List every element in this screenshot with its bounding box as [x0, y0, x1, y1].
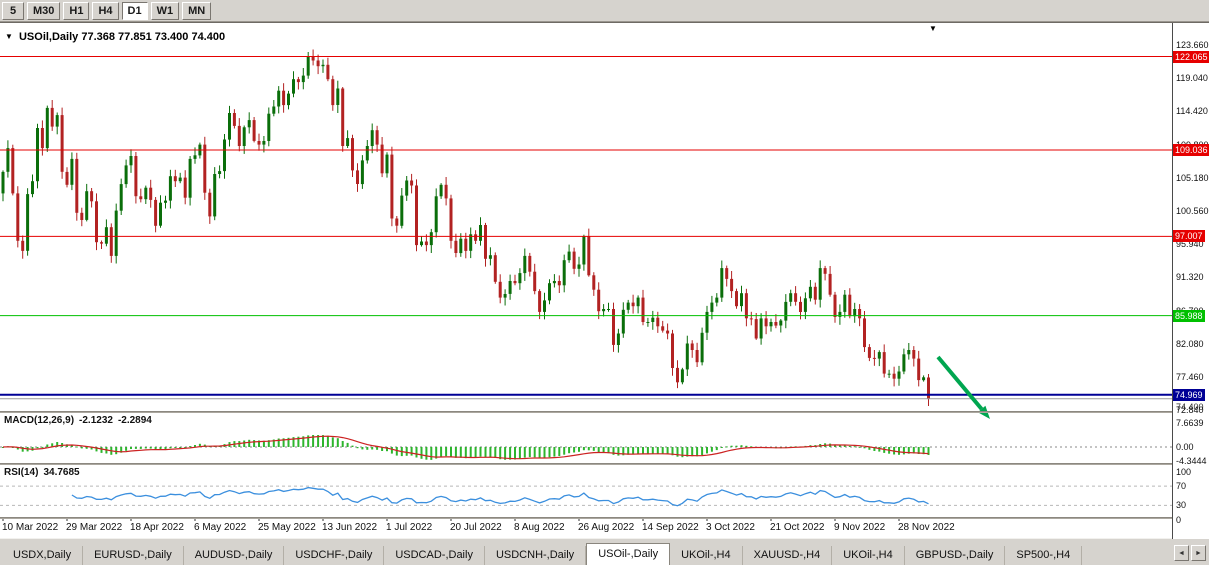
- date-axis-label: 20 Jul 2022: [449, 522, 502, 533]
- rsi-line: [71, 486, 929, 507]
- timeframe-button-5[interactable]: 5: [2, 1, 24, 20]
- price-axis-label: 123.660: [1176, 40, 1209, 50]
- chart-shift-marker-icon: ▼: [929, 24, 937, 33]
- macd-value-signal: -2.2894: [117, 415, 152, 426]
- price-axis-label: 100.560: [1176, 205, 1209, 216]
- current-price-label: 74.400: [1176, 402, 1204, 412]
- price-axis-label: 72.840: [1176, 405, 1204, 416]
- price-axis-label: 119.040: [1176, 73, 1208, 84]
- price-level-badge: 122.065: [1173, 50, 1209, 63]
- date-axis-label: 18 Apr 2022: [129, 522, 184, 533]
- price-axis-label: 91.320: [1176, 272, 1204, 283]
- date-axis-label: 21 Oct 2022: [769, 522, 825, 533]
- date-axis-label: 3 Oct 2022: [705, 522, 755, 533]
- panel-separator-rsi-dates[interactable]: [0, 517, 1209, 519]
- rsi-value: 34.7685: [43, 467, 80, 478]
- tab-usdx-daily[interactable]: USDX,Daily: [2, 546, 84, 565]
- price-axis-label: 95.940: [1176, 239, 1204, 250]
- candlestick-series: [1, 49, 930, 406]
- date-axis-label: 13 Jun 2022: [321, 522, 378, 533]
- tab-usdcnh-daily[interactable]: USDCNH-,Daily: [485, 546, 587, 565]
- date-axis-label: 14 Sep 2022: [641, 522, 699, 533]
- date-axis-label: 1 Jul 2022: [385, 522, 433, 533]
- tab-sp500-h4[interactable]: SP500-,H4: [1005, 546, 1083, 565]
- price-axis[interactable]: 74.400 123.660119.040114.420109.800105.1…: [1172, 23, 1209, 539]
- tab-usdchf-daily[interactable]: USDCHF-,Daily: [284, 546, 385, 565]
- trend-arrow[interactable]: [936, 355, 990, 419]
- tab-scroll-right-icon[interactable]: ►: [1191, 545, 1206, 561]
- macd-name: MACD(12,26,9): [4, 415, 75, 426]
- date-axis-label: 26 Aug 2022: [577, 522, 635, 533]
- date-axis-label: 9 Nov 2022: [833, 522, 886, 533]
- tab-gbpusd-daily[interactable]: GBPUSD-,Daily: [905, 546, 1006, 565]
- macd-indicator-label: MACD(12,26,9) -2.1232 -2.2894: [4, 415, 157, 426]
- rsi-indicator-label: RSI(14) 34.7685: [4, 467, 85, 478]
- tab-ukoil-h4[interactable]: UKOil-,H4: [670, 546, 743, 565]
- price-axis-label: 77.460: [1176, 371, 1204, 382]
- timeframe-button-mn[interactable]: MN: [182, 1, 212, 20]
- tab-ukoil-h4[interactable]: UKOil-,H4: [832, 546, 905, 565]
- price-axis-label: 114.420: [1176, 106, 1208, 117]
- macd-axis-label: 0.00: [1176, 442, 1194, 452]
- date-axis-label: 28 Nov 2022: [897, 522, 955, 533]
- macd-axis-label: 7.6639: [1176, 417, 1204, 428]
- price-level-badge: 109.036: [1173, 144, 1209, 156]
- tab-usdcad-daily[interactable]: USDCAD-,Daily: [384, 546, 485, 565]
- tab-eurusd-daily[interactable]: EURUSD-,Daily: [83, 546, 184, 565]
- timeframe-button-h4[interactable]: H4: [92, 1, 119, 20]
- tab-xauusd-h4[interactable]: XAUUSD-,H4: [743, 546, 833, 565]
- macd-axis-label: -4.3444: [1176, 455, 1207, 466]
- price-axis-label: 82.080: [1176, 338, 1204, 349]
- chart-title: ▼ USOil,Daily 77.368 77.851 73.400 74.40…: [5, 31, 225, 43]
- chart-tab-bar: USDX,Daily EURUSD-,Daily AUDUSD-,Daily USDC…: [0, 538, 1209, 565]
- timeframe-button-w1[interactable]: W1: [150, 1, 180, 20]
- chart-title-ohlc: 77.368 77.851 73.400 74.400: [81, 31, 226, 43]
- panel-separator-macd-rsi[interactable]: [0, 463, 1209, 465]
- macd-value-main: -2.1232: [79, 415, 113, 426]
- timeframe-button-m30[interactable]: M30: [27, 1, 61, 20]
- price-level-lines[interactable]: [0, 56, 1172, 400]
- price-level-badge: 85.988: [1173, 309, 1205, 322]
- rsi-axis-label: 70: [1176, 481, 1187, 492]
- date-axis-label: 29 Mar 2022: [65, 522, 123, 533]
- tab-audusd-daily[interactable]: AUDUSD-,Daily: [184, 546, 285, 565]
- rsi-axis-label: 30: [1176, 500, 1187, 511]
- price-axis-label: 105.180: [1176, 172, 1209, 183]
- date-axis-label: 8 Aug 2022: [513, 522, 565, 533]
- date-axis-label: 10 Mar 2022: [2, 522, 59, 533]
- chart-dropdown-icon: ▼: [5, 32, 13, 41]
- date-axis-label: 25 May 2022: [257, 522, 316, 533]
- date-axis-label: 6 May 2022: [193, 522, 247, 533]
- rsi-axis-label: 100: [1176, 466, 1192, 477]
- price-level-badge: 74.969: [1173, 388, 1205, 401]
- timeframe-button-d1[interactable]: D1: [121, 1, 148, 20]
- rsi-axis-label: 0: [1176, 515, 1182, 525]
- chart-window[interactable]: ▼ USOil,Daily 77.368 77.851 73.400 74.40…: [0, 22, 1209, 539]
- price-level-badge: 97.007: [1173, 230, 1205, 243]
- tab-scroll-left-icon[interactable]: ◄: [1174, 545, 1189, 561]
- chart-title-symbol: USOil,Daily: [18, 31, 79, 43]
- panel-separator-main-macd[interactable]: [0, 411, 1209, 413]
- chart-canvas[interactable]: [0, 23, 1172, 539]
- timeframe-toolbar: 5 M30 H1 H4 D1 W1 MN: [0, 0, 1209, 22]
- timeframe-button-h1[interactable]: H1: [63, 1, 90, 20]
- macd-signal-line: [2, 435, 929, 460]
- tab-usoil-daily[interactable]: USOil-,Daily: [586, 543, 671, 565]
- tab-scroll-buttons: ◄ ►: [1174, 545, 1206, 561]
- rsi-name: RSI(14): [4, 467, 39, 478]
